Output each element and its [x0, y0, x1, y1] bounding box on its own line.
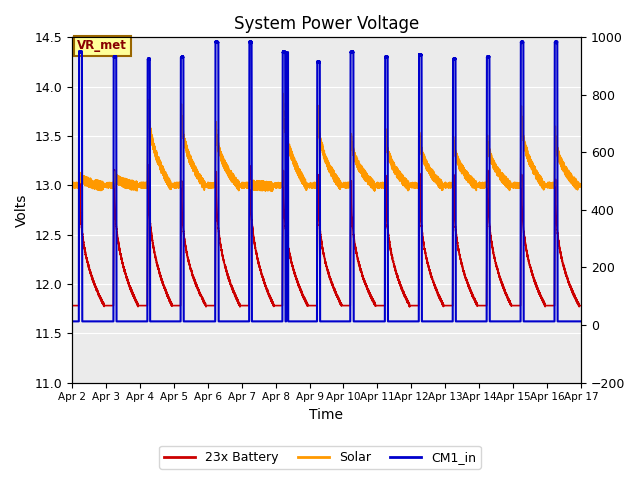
Solar — [172, 182, 179, 188]
Solar — [268, 188, 276, 194]
23x Battery — [259, 274, 266, 280]
23x Battery — [145, 162, 152, 168]
23x Battery — [577, 303, 585, 309]
CM1_in — [172, 319, 179, 324]
CM1_in — [518, 38, 526, 44]
Solar — [577, 182, 585, 188]
CM1_in — [468, 319, 476, 324]
Solar — [259, 185, 266, 191]
Line: Solar: Solar — [72, 94, 581, 191]
X-axis label: Time: Time — [310, 408, 344, 422]
CM1_in — [259, 319, 266, 324]
Solar — [397, 177, 404, 183]
Title: System Power Voltage: System Power Voltage — [234, 15, 419, 33]
Solar — [469, 179, 477, 185]
Solar — [280, 91, 287, 96]
Solar — [575, 181, 583, 187]
Solar — [177, 156, 185, 162]
CM1_in — [177, 55, 185, 60]
Y-axis label: Volts: Volts — [15, 193, 29, 227]
Line: CM1_in: CM1_in — [72, 41, 581, 322]
CM1_in — [577, 319, 585, 324]
23x Battery — [397, 282, 404, 288]
23x Battery — [575, 304, 583, 310]
Solar — [68, 182, 76, 188]
CM1_in — [68, 319, 76, 324]
CM1_in — [575, 319, 583, 324]
23x Battery — [177, 238, 185, 244]
23x Battery — [172, 303, 179, 309]
Line: 23x Battery: 23x Battery — [72, 165, 581, 307]
23x Battery — [68, 303, 76, 309]
Text: VR_met: VR_met — [77, 39, 127, 52]
Legend: 23x Battery, Solar, CM1_in: 23x Battery, Solar, CM1_in — [159, 446, 481, 469]
23x Battery — [469, 292, 477, 298]
CM1_in — [397, 319, 404, 324]
23x Battery — [406, 304, 413, 310]
